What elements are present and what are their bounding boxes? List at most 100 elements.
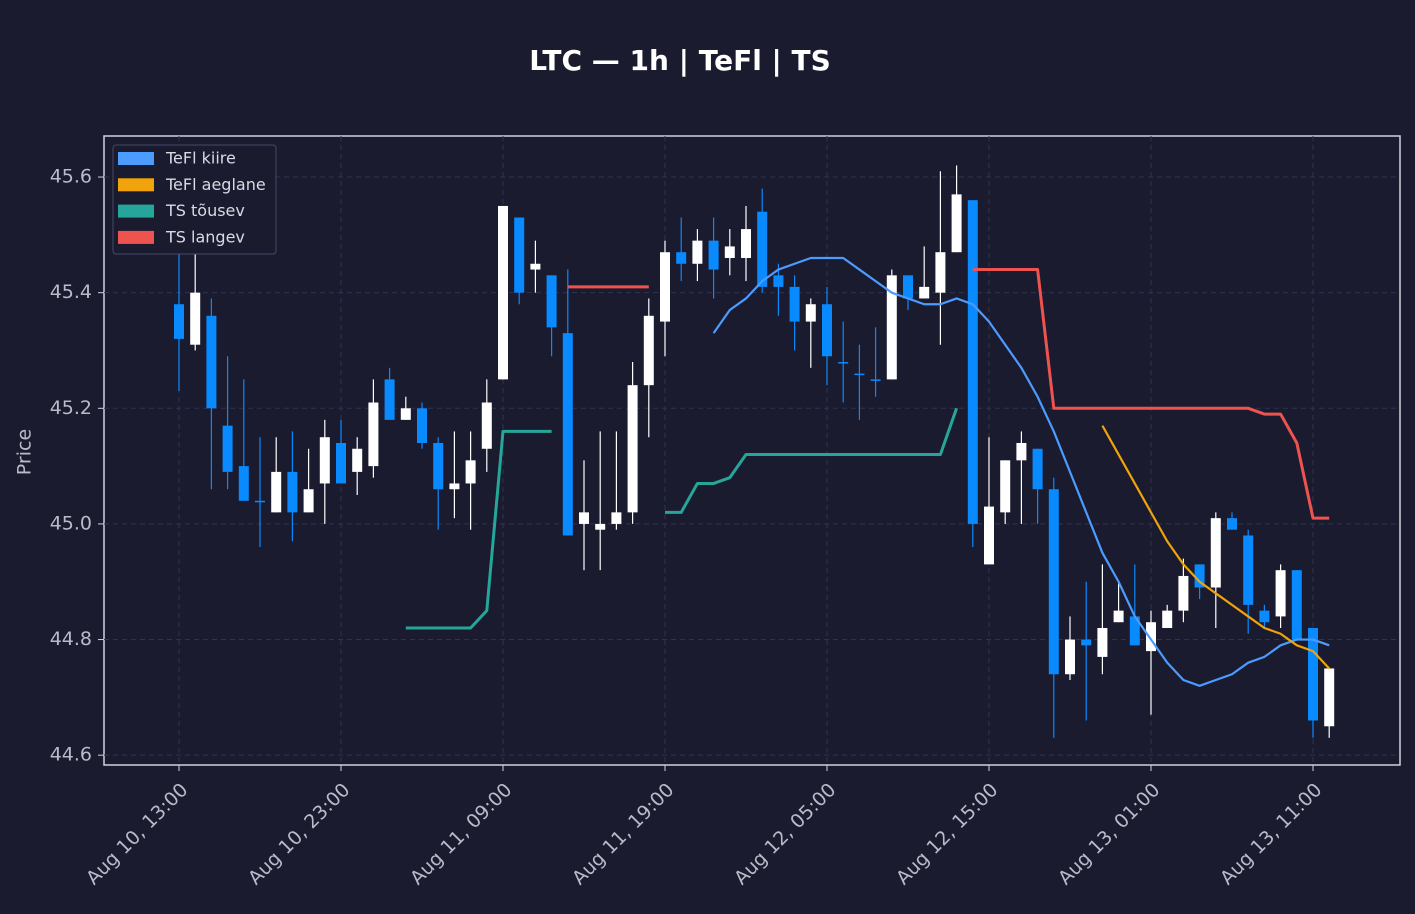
candle-body xyxy=(1146,622,1156,652)
candle-body xyxy=(1275,570,1286,617)
candle-body xyxy=(1227,518,1237,530)
indicator-line xyxy=(712,256,1330,687)
candle-body xyxy=(1259,610,1270,623)
candle-body xyxy=(854,373,865,376)
candle-body xyxy=(433,442,444,490)
candle-body xyxy=(724,246,735,258)
legend-swatch xyxy=(118,152,154,165)
candle-body xyxy=(595,523,606,530)
x-tick-label: Aug 11, 09:00 xyxy=(406,779,516,889)
candle-body xyxy=(611,512,622,524)
candle-body xyxy=(967,200,978,524)
candle-body xyxy=(319,437,330,484)
candle-body xyxy=(1065,639,1075,675)
candle-body xyxy=(903,275,913,299)
candle-body xyxy=(562,333,573,536)
legend-label: TeFl kiire xyxy=(165,149,236,168)
legend-swatch xyxy=(118,204,154,218)
x-tick-label: Aug 13, 01:00 xyxy=(1054,779,1164,889)
candle-body xyxy=(238,466,249,501)
candle-body xyxy=(336,442,346,484)
candle-body xyxy=(271,471,282,513)
x-tick-label: Aug 10, 23:00 xyxy=(244,779,354,889)
indicator-line xyxy=(1101,425,1331,670)
candle-body xyxy=(919,286,930,299)
candle-body xyxy=(1324,668,1335,727)
y-tick-label: 45.4 xyxy=(50,281,92,303)
legend-label: TS tõusev xyxy=(165,201,245,220)
candle-body xyxy=(206,315,217,409)
candle-body xyxy=(805,304,816,322)
candle-body xyxy=(1243,535,1254,605)
candle-body xyxy=(498,205,508,380)
candle-body xyxy=(579,512,589,524)
candle-body xyxy=(773,275,784,287)
candle-body xyxy=(190,292,201,345)
candle-body xyxy=(417,408,427,443)
candle-body xyxy=(530,263,541,270)
candle-body xyxy=(627,385,638,513)
candle-body xyxy=(303,489,314,513)
legend-label: TS langev xyxy=(165,227,245,246)
candle-body xyxy=(935,252,946,293)
candle-body xyxy=(1113,610,1124,623)
x-tick-label: Aug 12, 05:00 xyxy=(730,779,840,889)
candle-body xyxy=(838,362,849,364)
x-tick-label: Aug 11, 19:00 xyxy=(568,779,678,889)
legend-swatch xyxy=(118,230,154,244)
y-tick-label: 44.6 xyxy=(50,744,92,766)
candle-body xyxy=(384,379,395,420)
candle-body xyxy=(708,240,719,270)
indicator-line xyxy=(567,268,1330,520)
candle-body xyxy=(400,408,411,420)
candle-body xyxy=(951,194,962,253)
candle-body xyxy=(676,252,687,264)
y-tick-label: 45.0 xyxy=(50,512,92,534)
y-tick-label: 45.6 xyxy=(50,166,92,188)
candle-body xyxy=(870,379,881,381)
candle-body xyxy=(368,402,379,467)
candle-body xyxy=(1081,639,1092,646)
candle-body xyxy=(1210,518,1221,588)
candle-body xyxy=(465,460,476,484)
candle-body xyxy=(984,506,994,565)
candle-body xyxy=(692,240,703,264)
candle-body xyxy=(1162,610,1173,628)
candle-body xyxy=(741,229,751,258)
y-tick-label: 44.8 xyxy=(50,628,92,650)
candle-body xyxy=(1194,564,1205,588)
y-axis-label: Price xyxy=(14,429,36,475)
candle-body xyxy=(1308,627,1318,721)
candle-body xyxy=(1097,627,1108,657)
candle-body xyxy=(1178,575,1189,611)
legend-box xyxy=(112,144,277,255)
candle-body xyxy=(1000,460,1011,513)
candle-body xyxy=(449,483,460,490)
x-tick-label: Aug 10, 13:00 xyxy=(82,779,192,889)
y-tick-label: 45.2 xyxy=(50,397,92,419)
candle-body xyxy=(886,275,897,380)
candle-body xyxy=(1291,570,1302,640)
candle-body xyxy=(481,402,492,449)
legend-label: TeFl aeglane xyxy=(165,175,266,194)
candle-body xyxy=(660,252,670,322)
candle-body xyxy=(1032,448,1043,490)
candle-body xyxy=(174,304,184,339)
candle-body xyxy=(789,286,800,322)
chart-title: LTC — 1h | TeFl | TS xyxy=(529,44,831,77)
candle-body xyxy=(1048,489,1059,675)
candle-body xyxy=(222,425,233,472)
candle-body xyxy=(822,304,832,357)
indicator-line xyxy=(405,407,959,630)
candle-body xyxy=(1129,616,1140,646)
candle-body xyxy=(757,211,768,287)
x-tick-label: Aug 13, 11:00 xyxy=(1216,779,1326,889)
x-tick-label: Aug 12, 15:00 xyxy=(892,779,1002,889)
candle-body xyxy=(643,315,654,386)
legend-swatch xyxy=(118,178,154,192)
candle-body xyxy=(1016,442,1027,461)
candle-body xyxy=(255,500,265,503)
plot-frame xyxy=(103,135,1401,766)
candle-body xyxy=(287,471,298,513)
